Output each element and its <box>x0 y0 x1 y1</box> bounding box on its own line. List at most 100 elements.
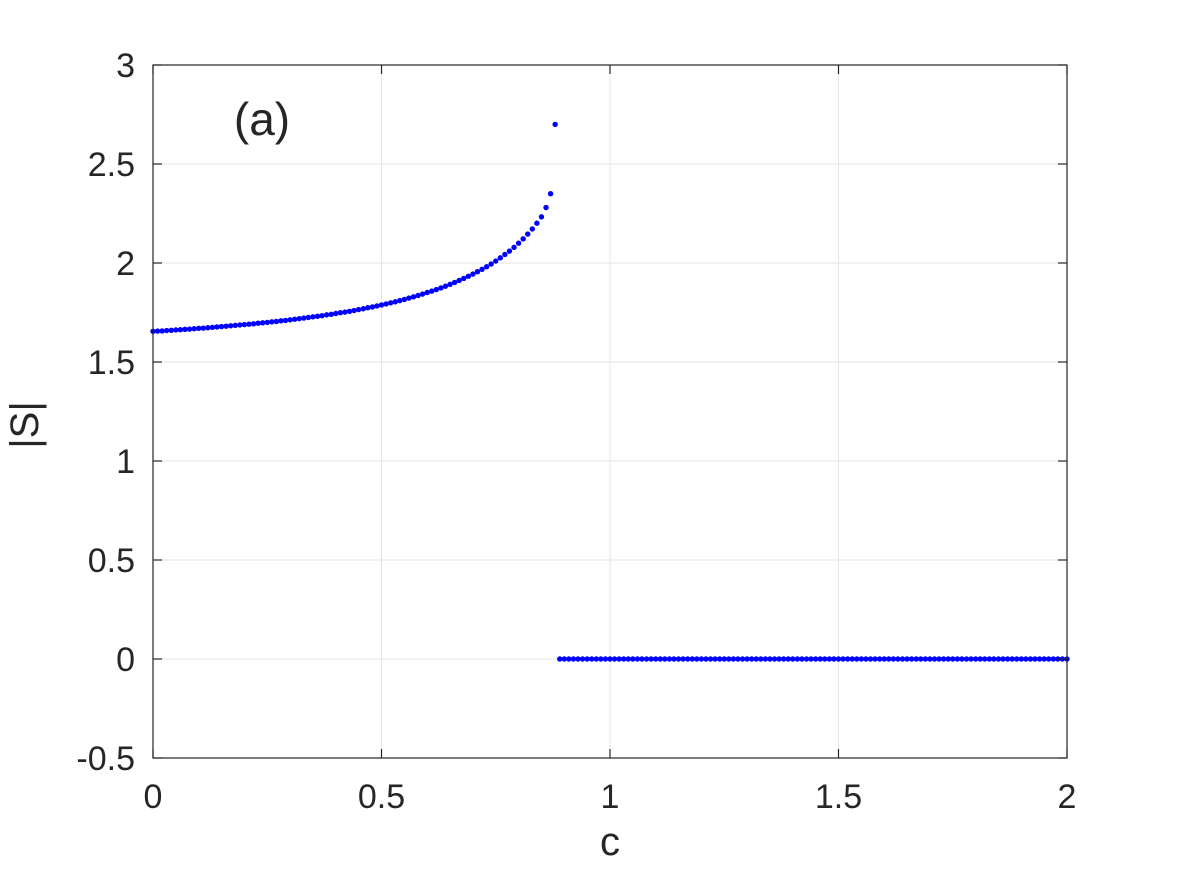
data-point <box>780 656 787 662</box>
data-point <box>465 273 472 279</box>
data-point <box>355 306 362 313</box>
data-point <box>269 319 275 325</box>
data-point <box>1009 656 1015 662</box>
data-point <box>374 303 380 309</box>
data-point <box>557 656 563 662</box>
data-point <box>721 656 727 662</box>
data-point <box>918 656 924 662</box>
data-point <box>922 656 929 662</box>
data-point <box>611 656 618 662</box>
x-tick-label: 0 <box>144 778 163 816</box>
data-point <box>383 301 389 307</box>
data-point <box>291 316 298 322</box>
data-point <box>401 296 408 303</box>
data-point <box>904 656 910 662</box>
data-point <box>264 319 270 326</box>
data-point <box>881 656 887 662</box>
x-tick-label: 1 <box>601 778 620 816</box>
data-point <box>214 324 220 330</box>
tick-labels: 0 0.5 1 1.5 2-0.500.511.522.53 <box>76 47 1076 816</box>
data-point <box>913 656 919 662</box>
data-point <box>191 326 197 332</box>
data-point <box>584 656 590 662</box>
data-point <box>237 322 243 328</box>
data-point <box>621 656 627 662</box>
data-point <box>506 248 513 254</box>
data-point <box>698 656 705 662</box>
data-point <box>1050 656 1056 662</box>
data-point <box>694 656 700 662</box>
data-point <box>282 317 289 324</box>
data-point <box>762 656 769 662</box>
data-point <box>972 656 979 662</box>
data-point <box>433 286 440 293</box>
data-point <box>154 328 161 334</box>
data-point <box>657 656 663 662</box>
data-point <box>547 191 554 197</box>
data-points <box>150 121 1070 662</box>
data-point <box>790 656 796 662</box>
data-point <box>817 656 823 662</box>
data-point <box>529 226 536 232</box>
data-point <box>607 656 613 662</box>
data-point <box>1000 656 1006 662</box>
data-point <box>758 656 764 662</box>
data-point <box>314 313 321 319</box>
data-point <box>991 656 997 662</box>
data-point <box>954 656 961 662</box>
data-point <box>483 264 490 270</box>
data-point <box>552 121 558 128</box>
data-point <box>319 312 325 319</box>
data-point <box>342 309 348 315</box>
y-tick-label: 1.5 <box>88 344 135 382</box>
data-point <box>808 656 814 662</box>
data-point <box>977 656 983 662</box>
data-point <box>986 656 993 662</box>
data-point <box>164 327 170 334</box>
data-point <box>867 656 874 662</box>
data-point <box>566 656 572 662</box>
data-point <box>493 258 499 264</box>
x-tick-label: 0.5 <box>358 778 405 816</box>
data-point <box>995 656 1002 662</box>
axes <box>152 64 1068 759</box>
data-point <box>959 656 965 662</box>
x-tick-label: 1.5 <box>815 778 862 816</box>
data-point <box>1014 656 1020 662</box>
annotation-label: (a) <box>234 93 290 145</box>
data-point <box>602 656 609 662</box>
data-point <box>831 656 837 662</box>
data-point <box>648 656 654 662</box>
data-point <box>159 328 165 334</box>
data-point <box>753 656 759 662</box>
data-point <box>415 292 421 299</box>
data-point <box>410 294 417 300</box>
data-point <box>812 656 819 662</box>
data-point <box>653 656 659 662</box>
data-point <box>310 314 316 320</box>
data-point <box>497 255 504 261</box>
data-point <box>630 656 636 662</box>
data-point <box>675 656 682 662</box>
data-point <box>196 325 202 332</box>
data-point <box>940 656 947 662</box>
data-point <box>854 656 860 662</box>
data-point <box>579 656 586 662</box>
x-axis-label: c <box>600 820 620 864</box>
data-point <box>209 324 216 331</box>
data-point <box>397 297 403 304</box>
data-point <box>534 220 540 226</box>
data-point <box>712 656 718 662</box>
data-point <box>1036 656 1043 662</box>
data-point <box>634 656 641 662</box>
data-point <box>616 656 622 662</box>
data-point <box>470 271 476 277</box>
data-point <box>840 656 846 662</box>
data-point <box>474 269 481 275</box>
data-point <box>895 656 901 662</box>
data-point <box>232 322 238 329</box>
data-point <box>351 307 357 314</box>
data-point <box>570 656 577 662</box>
data-point <box>200 325 206 331</box>
data-point <box>456 277 462 284</box>
